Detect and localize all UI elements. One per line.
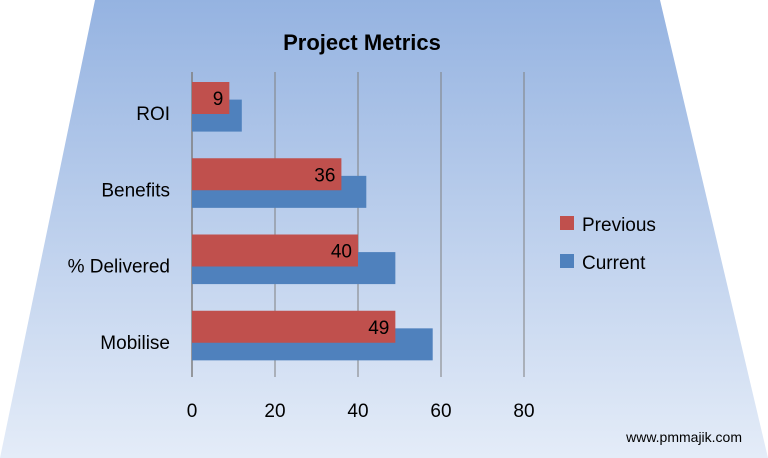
watermark-text: www.pmmajik.com xyxy=(625,429,742,445)
legend-label: Current xyxy=(582,253,646,274)
x-tick-labels: 0 20 40 60 80 xyxy=(187,401,535,422)
legend-swatch-current xyxy=(560,254,574,268)
bar-previous xyxy=(192,82,230,114)
x-tick-label: 20 xyxy=(264,401,285,422)
data-label: 49 xyxy=(368,318,389,339)
x-tick-label: 40 xyxy=(347,401,368,422)
x-tick-label: 60 xyxy=(430,401,451,422)
legend-swatch-previous xyxy=(560,216,574,230)
legend: Previous Current xyxy=(560,215,656,274)
category-label: Mobilise xyxy=(100,333,170,354)
legend-label: Previous xyxy=(582,215,656,236)
x-tick-label: 80 xyxy=(513,401,534,422)
category-label: ROI xyxy=(136,104,170,125)
x-tick-label: 0 xyxy=(187,401,198,422)
bar-previous xyxy=(192,158,342,191)
category-label: Benefits xyxy=(101,180,170,201)
bars: 9 36 40 49 xyxy=(192,82,433,361)
bar-previous xyxy=(192,310,396,343)
bar-previous xyxy=(192,234,358,267)
data-label: 40 xyxy=(331,242,352,263)
category-label: % Delivered xyxy=(68,257,170,278)
chart-title: Project Metrics xyxy=(283,30,441,55)
data-label: 9 xyxy=(213,89,224,110)
category-labels: ROI Benefits % Delivered Mobilise xyxy=(68,104,170,354)
data-label: 36 xyxy=(314,165,335,186)
